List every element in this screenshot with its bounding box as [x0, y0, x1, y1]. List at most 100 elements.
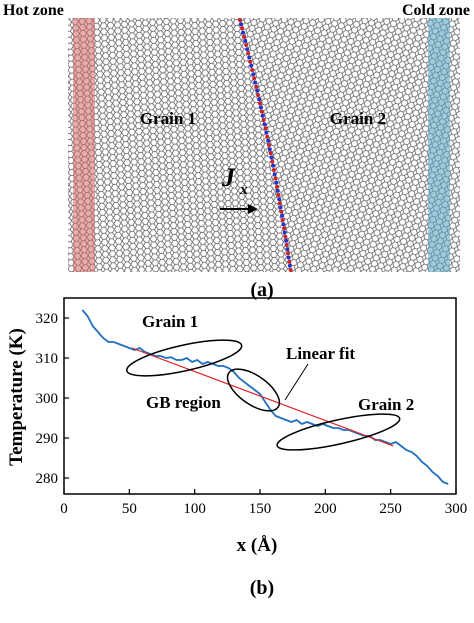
- grain-boundary-atom: [284, 238, 289, 243]
- grain-boundary-atom: [240, 26, 245, 31]
- grain1-label: Grain 1: [140, 109, 196, 128]
- grain-boundary-atom: [271, 168, 276, 172]
- grain-boundary-atom: [243, 38, 248, 43]
- grain-boundary-atom: [242, 34, 247, 39]
- grain-boundary-atom: [281, 222, 286, 227]
- grain-boundary-atom: [285, 247, 290, 252]
- grain-boundary-atom: [246, 51, 251, 56]
- x-tick-label: 150: [249, 501, 272, 517]
- x-tick-label: 0: [60, 501, 68, 517]
- x-tick-label: 200: [314, 501, 337, 517]
- y-tick-label: 280: [36, 471, 59, 487]
- y-tick-label: 290: [36, 431, 59, 447]
- grain-boundary-atom: [256, 93, 261, 97]
- annotation-gb-region: GB region: [146, 393, 221, 412]
- cold-zone-label: Cold zone: [402, 2, 470, 19]
- temperature-series-line: [81, 309, 449, 485]
- grain-boundary: [238, 18, 293, 272]
- grain-boundary-atom: [276, 193, 281, 197]
- grain-boundary-atom: [241, 30, 246, 35]
- grain-boundary-atom: [247, 55, 252, 60]
- grain-boundary-atom: [274, 180, 279, 185]
- y-tick-label: 300: [36, 391, 59, 407]
- region-ellipse: [276, 413, 401, 451]
- grain-boundary-atom: [255, 88, 260, 93]
- grain-boundary-atom: [244, 43, 249, 47]
- panel-a: Hot zone Cold zone Grain 1 Grain 2 J x (…: [3, 2, 470, 301]
- annotation-linear-fit: Linear fit: [286, 344, 355, 363]
- x-tick-label: 300: [445, 501, 468, 517]
- grain-boundary-atom: [267, 143, 271, 147]
- grain-boundary-atom: [239, 22, 243, 27]
- grain-boundary-atom: [288, 268, 293, 272]
- grain-boundary-atom: [282, 226, 287, 231]
- grain-boundary-atom: [278, 205, 283, 210]
- grain-boundary-atom: [259, 109, 264, 114]
- x-tick-label: 100: [183, 501, 206, 517]
- flux-subscript: x: [239, 182, 248, 198]
- x-tick-label: 250: [379, 501, 402, 517]
- grain-boundary-atom: [275, 188, 280, 193]
- grain-boundary-atom: [280, 218, 285, 222]
- grain-boundary-atom: [251, 72, 256, 77]
- grain-boundary-atom: [287, 263, 292, 268]
- grain-boundary-atom: [286, 255, 291, 260]
- grain-boundary-atom: [250, 68, 255, 72]
- panel-a-caption: (a): [250, 279, 273, 301]
- annotation-grain1: Grain 1: [142, 312, 198, 331]
- x-axis-label: x (Å): [237, 535, 278, 556]
- grain-boundary-atom: [277, 197, 282, 202]
- grain-boundary-atom: [269, 155, 274, 160]
- flux-symbol: J: [221, 163, 236, 192]
- linear-fit-pointer: [284, 363, 309, 401]
- y-axis-label: Temperature (K): [6, 328, 27, 466]
- grain-boundary-atom: [257, 97, 262, 102]
- grain-boundary-atom: [260, 113, 265, 118]
- grain-boundary-atom: [264, 130, 269, 135]
- cold-zone-band: [428, 18, 450, 272]
- panel-b: 0 50 100 150 200 250 300 280 290 300 310 320 Grain …: [6, 297, 468, 599]
- grain-boundary-atom: [279, 209, 284, 214]
- grain-boundary-atom: [273, 176, 278, 181]
- region-ellipse: [125, 339, 243, 377]
- y-tick-label: 320: [36, 311, 59, 327]
- grain-boundary-atom: [275, 184, 279, 189]
- flux-arrow-icon: [220, 204, 258, 214]
- grain-boundary-atom: [283, 234, 288, 239]
- grain-boundary-atom: [270, 159, 275, 164]
- grain2-label: Grain 2: [330, 109, 386, 128]
- grain-boundary-atom: [271, 163, 276, 168]
- grain-boundary-atom: [287, 259, 292, 264]
- grain-boundary-atom: [272, 172, 277, 177]
- grain-boundary-atom: [277, 201, 282, 206]
- series-layer: [81, 309, 449, 485]
- axis-ticks: 0 50 100 150 200 250 300 280 290 300 310 320: [36, 311, 468, 517]
- grain-boundary-atom: [282, 230, 287, 235]
- grain-boundary-atom: [254, 84, 259, 89]
- ellipse-layer: [125, 339, 401, 451]
- grain-boundary-atom: [258, 101, 262, 106]
- linear-fit-line: [131, 347, 394, 447]
- grain-boundary-atom: [245, 47, 250, 52]
- grain-boundary-atom: [265, 134, 270, 139]
- grain-boundary-atom: [249, 63, 254, 68]
- grain-boundary-atom: [280, 213, 284, 218]
- grain-boundary-atom: [261, 118, 266, 122]
- panel-b-caption: (b): [250, 577, 274, 599]
- grain-boundary-atom: [266, 138, 271, 143]
- grain-boundary-atom: [252, 76, 257, 81]
- grain-boundary-atom: [286, 251, 290, 256]
- annotation-grain2: Grain 2: [358, 395, 414, 414]
- grain-boundary-atom: [248, 59, 253, 64]
- x-tick-label: 50: [122, 501, 137, 517]
- grain-boundary-atom: [263, 126, 268, 131]
- region-ellipse: [226, 368, 281, 412]
- grain-boundary-atom: [262, 122, 267, 127]
- hot-zone-label: Hot zone: [3, 2, 64, 19]
- grain-boundary-atom: [253, 80, 258, 85]
- grain-boundary-atom: [284, 243, 289, 247]
- grain-boundary-atom: [268, 151, 273, 156]
- hot-zone-band: [73, 18, 95, 272]
- grain-boundary-atom: [259, 105, 263, 110]
